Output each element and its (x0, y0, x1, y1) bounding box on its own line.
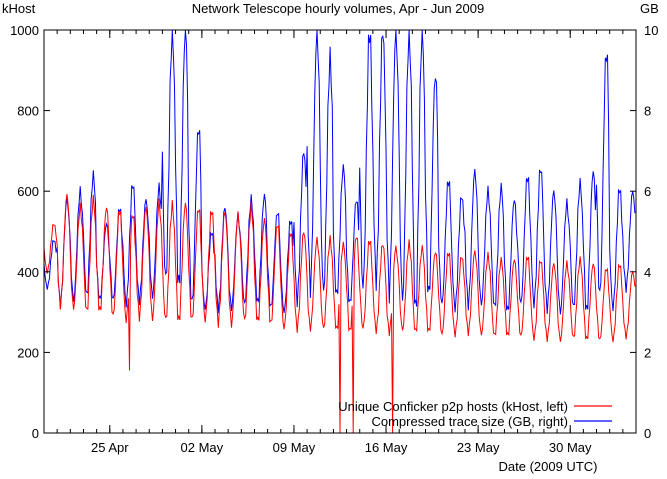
x-axis-tick-label: 16 May (365, 440, 408, 455)
left-axis-tick-label: 800 (17, 104, 39, 119)
left-axis-tick-label: 1000 (10, 23, 39, 38)
x-axis-label: Date (2009 UTC) (499, 459, 598, 474)
right-axis-tick-label: 10 (644, 23, 658, 38)
series-layer (43, 29, 636, 434)
right-axis-tick-label: 0 (644, 426, 651, 441)
legend-label-conficker-hosts: Unique Conficker p2p hosts (kHost, left) (338, 399, 568, 414)
left-axis-tick-label: 200 (17, 345, 39, 360)
right-axis-tick-label: 6 (644, 184, 651, 199)
chart-title: Network Telescope hourly volumes, Apr - … (192, 1, 484, 16)
x-axis-tick-label: 30 May (549, 440, 592, 455)
right-axis-tick-label: 2 (644, 345, 651, 360)
legend-label-trace-size: Compressed trace size (GB, right) (371, 414, 568, 429)
left-axis-tick-label: 600 (17, 184, 39, 199)
right-axis-tick-label: 4 (644, 265, 651, 280)
plot-frame (43, 29, 637, 434)
x-axis-tick-label: 02 May (181, 440, 224, 455)
axes-layer: 0 200 400 600 800 1000 0 2 4 6 8 10 25 Apr 02 May 09 M… (10, 23, 658, 455)
x-axis-tick-label: 09 May (273, 440, 316, 455)
series-line-trace-size (43, 29, 636, 315)
right-axis-tick-label: 8 (644, 104, 651, 119)
series-line-conficker-hosts (43, 194, 636, 434)
right-axis-label: GB (640, 1, 659, 16)
left-axis-tick-label: 0 (32, 426, 39, 441)
x-axis-tick-label: 23 May (457, 440, 500, 455)
legend: Unique Conficker p2p hosts (kHost, left)… (338, 399, 612, 429)
x-axis-tick-label: 25 Apr (91, 440, 129, 455)
left-axis-label: kHost (2, 1, 36, 16)
left-axis-tick-label: 400 (17, 265, 39, 280)
